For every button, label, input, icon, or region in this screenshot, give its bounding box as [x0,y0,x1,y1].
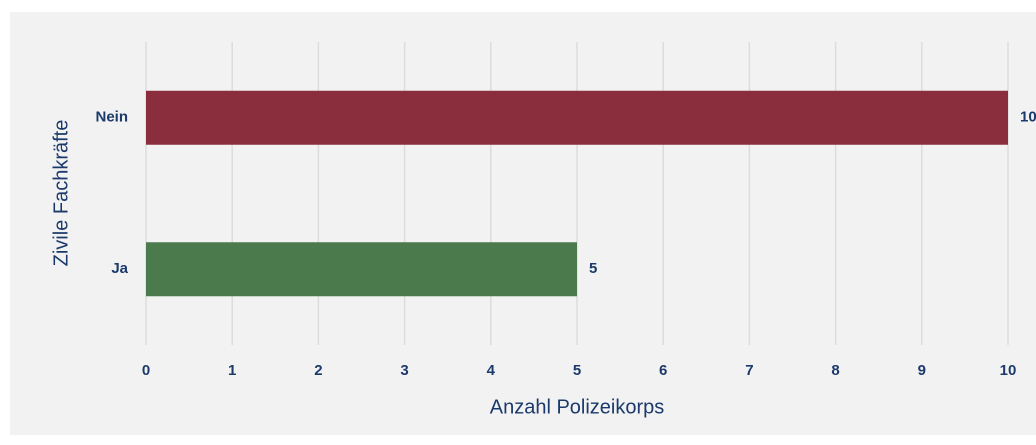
x-tick-label: 8 [831,362,839,379]
x-tick-label: 1 [228,362,236,379]
y-tick-label: Nein [95,109,128,126]
x-tick-label: 5 [573,362,581,379]
x-tick-label: 0 [142,362,150,379]
x-tick-label: 2 [314,362,322,379]
bar [146,90,1008,145]
bar [146,242,577,297]
x-tick-label: 4 [487,362,496,379]
x-tick-label: 7 [745,362,753,379]
x-tick-label: 10 [1000,362,1017,379]
value-label: 10 [1020,109,1036,126]
y-axis-label: Zivile Fachkräfte [50,120,72,267]
value-label: 5 [589,260,597,277]
x-tick-label: 3 [400,362,408,379]
panel [10,12,1036,435]
x-tick-label: 6 [659,362,667,379]
y-tick-label: Ja [111,260,128,277]
x-axis-label: Anzahl Polizeikorps [490,396,665,418]
x-tick-label: 9 [918,362,926,379]
